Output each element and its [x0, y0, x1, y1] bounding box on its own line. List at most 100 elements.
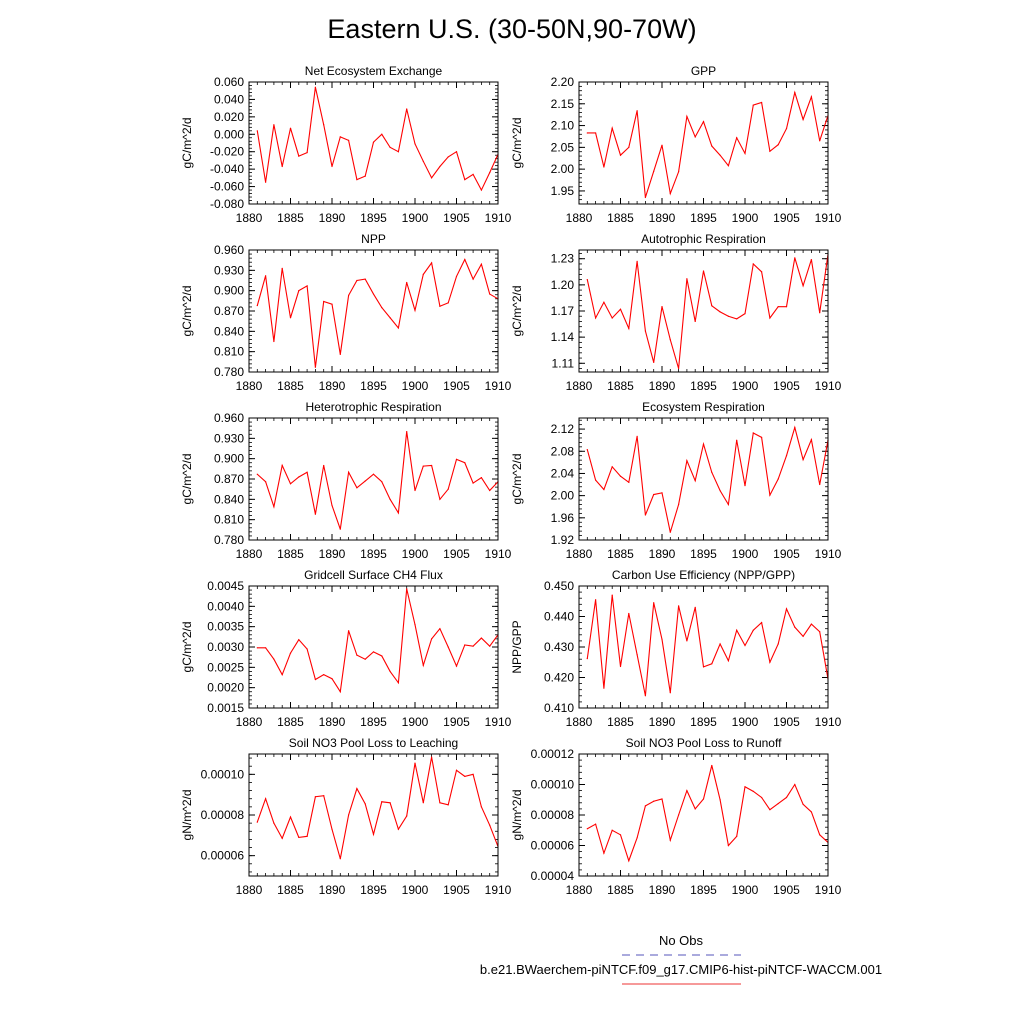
data-point — [289, 652, 292, 654]
data-point — [586, 828, 588, 830]
y-tick-label: 2.05 — [551, 140, 575, 154]
data-point — [489, 489, 491, 492]
x-tick-label: 1900 — [402, 883, 429, 897]
data-point — [752, 104, 754, 106]
data-point — [331, 165, 333, 168]
data-point — [711, 145, 713, 147]
y-tick-label: 0.00006 — [531, 839, 575, 853]
data-point — [306, 285, 308, 287]
y-tick-label: 0.930 — [214, 431, 244, 445]
x-tick-label: 1905 — [443, 379, 470, 393]
data-point — [472, 482, 474, 484]
data-point — [661, 306, 663, 308]
data-point — [289, 483, 292, 485]
data-point — [802, 803, 804, 805]
x-tick-label: 1905 — [773, 883, 800, 897]
data-point — [323, 674, 325, 676]
x-tick-label: 1910 — [815, 715, 842, 729]
data-point — [719, 799, 721, 801]
data-point — [464, 775, 466, 777]
x-tick-label: 1900 — [732, 547, 759, 561]
panel-5: 1880 1885 1890 1895 1900 1905 1910 1.92 1.96 2.00… — [510, 400, 842, 561]
data-point — [595, 823, 597, 825]
data-point — [422, 160, 424, 162]
x-tick-label: 1905 — [443, 211, 470, 225]
data-point — [727, 660, 730, 662]
data-point — [595, 132, 597, 134]
data-point — [711, 764, 713, 767]
y-tick-label: -0.060 — [210, 180, 244, 194]
data-point — [431, 464, 433, 467]
data-point — [644, 695, 647, 697]
data-point — [414, 762, 416, 764]
x-tick-label: 1880 — [566, 883, 593, 897]
data-point — [702, 798, 705, 800]
y-tick-label: 0.00008 — [531, 808, 575, 822]
x-tick-label: 1890 — [649, 547, 676, 561]
data-point — [464, 644, 466, 646]
y-tick-label: 0.00010 — [201, 767, 245, 781]
figure-title: Eastern U.S. (30-50N,90-70W) — [327, 14, 697, 44]
plot-frame — [578, 585, 829, 709]
data-point — [265, 647, 267, 649]
data-point — [480, 637, 482, 639]
data-point — [785, 608, 788, 610]
data-point — [298, 836, 300, 838]
data-point — [644, 196, 647, 199]
data-point — [265, 275, 267, 277]
y-tick-label: 1.11 — [552, 356, 575, 370]
x-tick-label: 1890 — [319, 379, 346, 393]
data-point — [769, 661, 771, 663]
y-tick-label: 0.840 — [214, 492, 244, 506]
data-point — [331, 504, 333, 507]
data-point — [777, 802, 779, 805]
data-point — [447, 156, 449, 158]
data-point — [785, 306, 788, 308]
data-point — [785, 455, 788, 457]
data-point — [769, 150, 771, 152]
data-point — [744, 786, 746, 788]
y-tick-label: 2.15 — [551, 97, 575, 111]
x-tick-label: 1890 — [649, 211, 676, 225]
data-point — [769, 494, 771, 496]
data-point — [586, 449, 588, 451]
data-point — [439, 498, 441, 500]
panel-title: NPP — [361, 232, 386, 246]
y-tick-label: 2.20 — [551, 75, 575, 89]
data-point — [619, 834, 622, 836]
data-point — [794, 783, 796, 786]
data-point — [348, 294, 350, 297]
data-point — [810, 439, 813, 441]
data-point — [794, 257, 796, 259]
x-tick-label: 1880 — [236, 715, 263, 729]
data-point — [447, 804, 449, 806]
panel-title: Ecosystem Respiration — [642, 400, 765, 414]
data-point — [777, 478, 779, 480]
data-point — [306, 835, 308, 837]
data-point — [719, 311, 721, 313]
data-point — [595, 479, 597, 481]
data-point — [636, 260, 638, 262]
x-tick-label: 1880 — [566, 211, 593, 225]
data-point — [381, 481, 383, 483]
data-point — [306, 648, 308, 650]
data-point — [678, 814, 680, 816]
panel-2: 1880 1885 1890 1895 1900 1905 1910 0.780 0.810 0.… — [180, 232, 512, 393]
x-tick-label: 1890 — [649, 715, 676, 729]
data-point — [802, 458, 804, 461]
data-point — [265, 481, 267, 483]
data-point — [414, 624, 416, 626]
data-point — [256, 473, 258, 475]
data-point — [819, 631, 821, 633]
data-point — [736, 439, 738, 441]
data-point — [761, 796, 763, 799]
x-tick-label: 1895 — [690, 547, 717, 561]
data-point — [397, 682, 399, 684]
data-point — [744, 152, 746, 155]
data-point — [628, 146, 630, 148]
data-point — [339, 528, 341, 530]
panel-0: 1880 1885 1890 1895 1900 1905 1910 -0.080 -0.060… — [180, 64, 512, 225]
data-point — [372, 141, 375, 143]
x-tick-label: 1900 — [732, 379, 759, 393]
series-line — [256, 258, 499, 368]
